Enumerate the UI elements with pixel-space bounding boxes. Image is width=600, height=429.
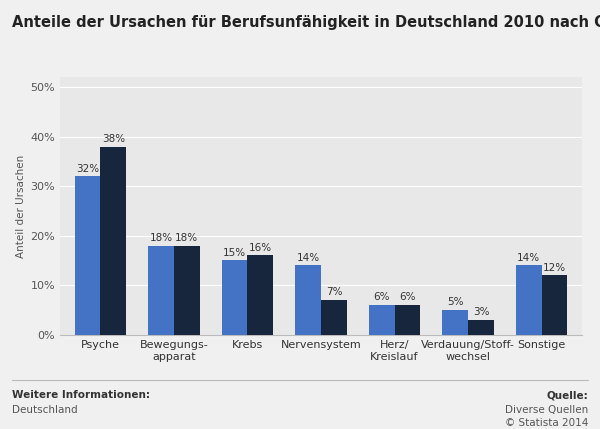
Text: 5%: 5% (447, 297, 463, 308)
Bar (321, 300, 347, 335)
Text: 3%: 3% (473, 307, 489, 317)
Text: 18%: 18% (175, 233, 199, 243)
Text: 7%: 7% (326, 287, 342, 297)
Text: Diverse Quellen: Diverse Quellen (505, 405, 588, 415)
Bar (516, 265, 542, 335)
Bar (148, 245, 174, 335)
Bar (442, 310, 468, 335)
Bar (222, 260, 247, 335)
Text: 12%: 12% (543, 263, 566, 273)
Bar (174, 245, 200, 335)
Text: Weitere Informationen:: Weitere Informationen: (12, 390, 150, 400)
Bar (75, 176, 100, 335)
Text: Quelle:: Quelle: (546, 390, 588, 400)
Text: 14%: 14% (296, 253, 320, 263)
Text: 18%: 18% (149, 233, 173, 243)
Bar (295, 265, 321, 335)
Text: 32%: 32% (76, 164, 99, 174)
Bar (468, 320, 494, 335)
Text: 6%: 6% (373, 293, 390, 302)
Text: 6%: 6% (399, 293, 416, 302)
Text: Anteile der Ursachen für Berufsunfähigkeit in Deutschland 2010 nach Geschlecht: Anteile der Ursachen für Berufsunfähigke… (12, 15, 600, 30)
Text: 15%: 15% (223, 248, 246, 258)
Bar (100, 147, 126, 335)
Text: 16%: 16% (249, 243, 272, 253)
Bar (247, 255, 273, 335)
Text: 14%: 14% (517, 253, 540, 263)
Text: © Statista 2014: © Statista 2014 (505, 418, 588, 428)
Bar (542, 275, 567, 335)
Bar (369, 305, 395, 335)
Bar (395, 305, 420, 335)
Text: 38%: 38% (102, 134, 125, 144)
Text: Deutschland: Deutschland (12, 405, 77, 415)
Y-axis label: Anteil der Ursachen: Anteil der Ursachen (16, 154, 26, 257)
